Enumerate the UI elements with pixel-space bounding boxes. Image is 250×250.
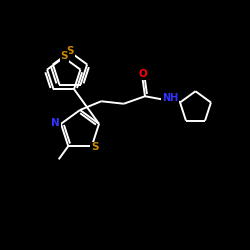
Text: S: S bbox=[66, 46, 74, 56]
Text: S: S bbox=[60, 51, 68, 61]
Text: O: O bbox=[138, 69, 147, 79]
Text: S: S bbox=[91, 142, 98, 152]
Text: NH: NH bbox=[162, 93, 178, 103]
Text: N: N bbox=[51, 118, 60, 128]
